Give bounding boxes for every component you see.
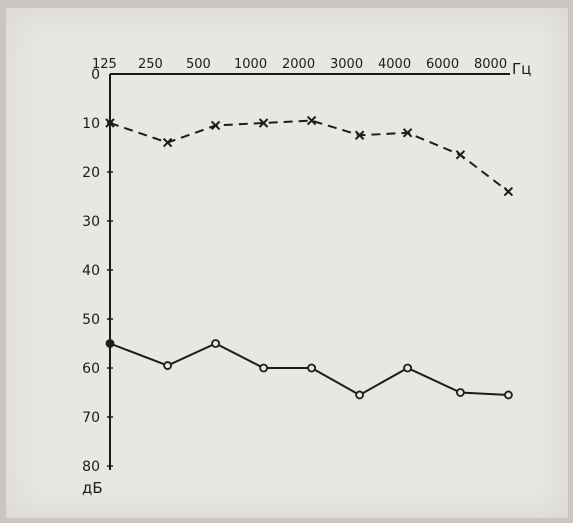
x-tick-label: 250 xyxy=(138,57,163,72)
y-tick-label: 0 xyxy=(91,67,100,83)
data-point-x xyxy=(258,118,269,128)
y-tick-label: 30 xyxy=(82,214,100,230)
x-unit-label: Гц xyxy=(512,60,531,78)
x-tick-label: 6000 xyxy=(426,57,459,72)
y-tick-label: 40 xyxy=(82,263,100,279)
y-unit-label: дБ xyxy=(82,479,103,497)
data-point-x xyxy=(210,120,221,131)
data-point-x xyxy=(455,150,466,160)
data-point-o xyxy=(503,390,513,400)
data-point-o xyxy=(403,363,413,373)
data-point-x xyxy=(306,115,317,126)
x-tick-label: 500 xyxy=(186,57,211,72)
x-tick-label: 125 xyxy=(92,57,117,72)
data-point-o xyxy=(211,339,221,348)
y-tick-label: 10 xyxy=(82,116,100,132)
data-point-o xyxy=(163,361,173,370)
y-tick-label: 70 xyxy=(82,410,100,426)
series-line xyxy=(109,119,510,193)
y-tick-label: 60 xyxy=(82,361,100,377)
data-point-x xyxy=(162,137,173,148)
x-tick-label: 8000 xyxy=(474,57,507,72)
x-tick-labels: 125 250 500 1000 2000 3000 4000 6000 8000 xyxy=(92,57,507,72)
data-point-o xyxy=(105,339,115,348)
data-point-o xyxy=(259,363,269,373)
data-point-x xyxy=(402,128,413,138)
y-tick-label: 50 xyxy=(82,312,100,328)
data-point-o xyxy=(355,390,365,400)
x-tick-label: 2000 xyxy=(282,57,315,72)
data-point-o xyxy=(307,363,317,373)
y-tick-label: 20 xyxy=(82,165,100,181)
data-point-x xyxy=(354,130,365,140)
data-point-o xyxy=(455,388,465,397)
paper-sheet xyxy=(6,8,568,518)
series-layer xyxy=(105,115,514,400)
data-point-x xyxy=(105,118,115,128)
data-point-x xyxy=(503,186,514,197)
x-tick-label: 4000 xyxy=(378,57,411,72)
x-tick-label: 1000 xyxy=(234,57,267,72)
y-tick-label: 80 xyxy=(82,459,100,475)
y-tick-labels: 0 10 20 30 40 50 60 70 80 xyxy=(82,67,113,475)
x-tick-label: 3000 xyxy=(330,57,363,72)
